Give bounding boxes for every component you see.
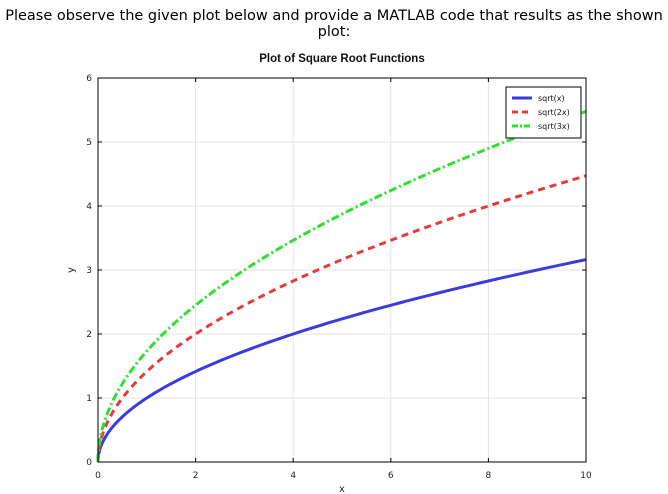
series-line-sqrt2x — [96, 174, 587, 462]
y-tick-label: 4 — [86, 202, 92, 212]
y-tick-label: 1 — [86, 394, 92, 404]
legend: sqrt(x) sqrt(2x) sqrt(3x) — [505, 86, 582, 139]
legend-box — [505, 86, 582, 139]
y-tick-label: 0 — [86, 458, 92, 468]
y-axis-label: y — [66, 267, 77, 273]
chart-title: Plot of Square Root Functions — [259, 53, 424, 65]
x-tick-label: 6 — [388, 471, 394, 481]
legend-label: sqrt(2x) — [538, 108, 570, 117]
series-group — [96, 110, 587, 462]
y-tick-label: 5 — [86, 138, 92, 148]
legend-label: sqrt(3x) — [538, 122, 570, 131]
y-tick-label: 3 — [86, 266, 92, 276]
axis-ticks: 0 2 4 6 8 10 0 1 2 3 4 5 6 — [86, 74, 592, 481]
x-tick-label: 2 — [193, 471, 199, 481]
question-prompt: Please observe the given plot below and … — [5, 8, 663, 40]
x-axis-label: x — [339, 484, 345, 494]
x-tick-label: 0 — [95, 471, 101, 481]
series-line-sqrt3x — [96, 110, 587, 462]
legend-label: sqrt(x) — [538, 94, 565, 103]
x-tick-label: 10 — [580, 471, 592, 481]
y-tick-label: 6 — [86, 74, 92, 84]
x-tick-label: 8 — [486, 471, 492, 481]
x-tick-label: 4 — [290, 471, 296, 481]
y-tick-label: 2 — [86, 330, 92, 340]
series-line-sqrtx — [96, 258, 587, 462]
